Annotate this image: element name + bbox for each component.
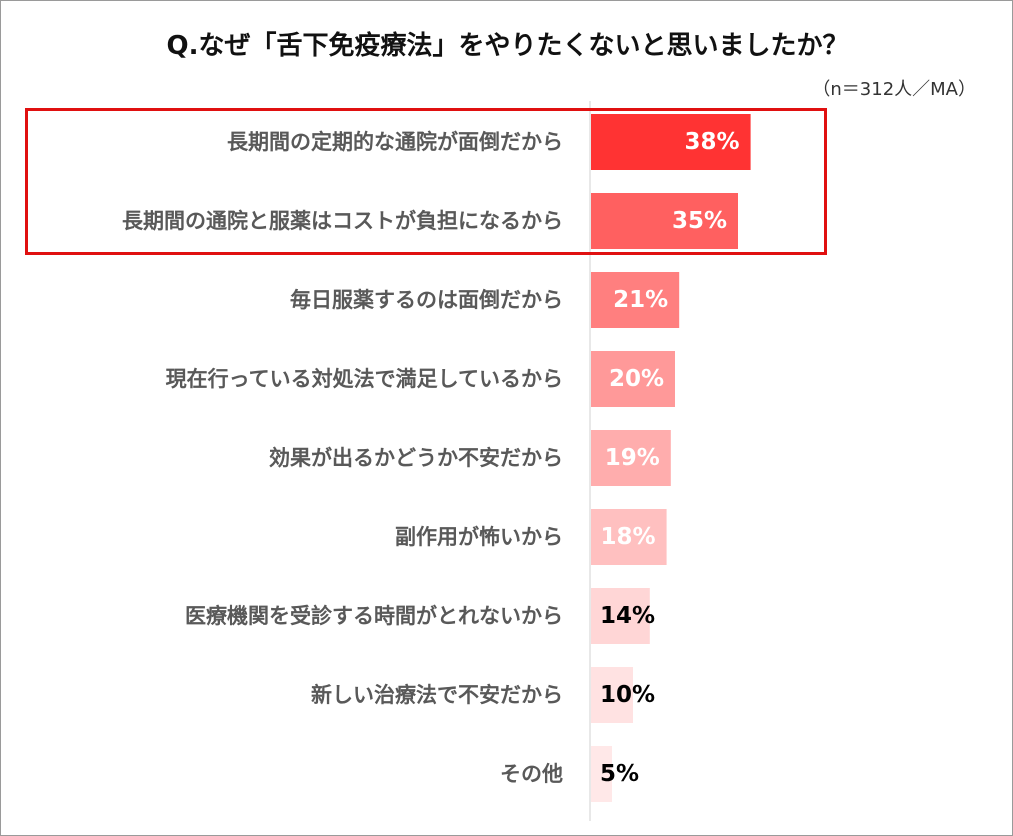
category-label: 医療機関を受診する時間がとれないから [185,604,563,628]
data-label: 35% [672,208,727,234]
sample-size-note: （n＝312人／MA） [812,79,976,100]
data-label: 14% [600,603,655,629]
bar [591,430,671,486]
bar [591,588,650,644]
bar [591,272,680,328]
data-label: 18% [601,524,656,550]
bar [591,193,738,249]
data-label: 19% [605,445,660,471]
category-label: 効果が出るかどうか不安だから [269,446,563,470]
category-label: 長期間の定期的な通院が面倒だから [227,130,563,154]
bar [591,351,675,407]
bar [591,114,751,170]
bar [591,667,633,723]
category-label: 現在行っている対処法で満足しているから [166,367,563,391]
data-label: 38% [685,129,740,155]
bar [591,746,612,802]
data-label: 5% [600,761,639,787]
category-label: 新しい治療法で不安だから [311,683,563,707]
category-label: 毎日服薬するのは面倒だから [290,288,563,312]
data-label: 21% [613,287,668,313]
category-label: その他 [500,762,563,786]
bar [591,509,667,565]
category-label: 長期間の通院と服薬はコストが負担になるから [122,209,563,233]
data-label: 20% [609,366,664,392]
highlight-box [25,108,827,255]
category-label: 副作用が怖いから [395,525,563,549]
chart-title: Q.なぜ「舌下免疫療法」をやりたくないと思いましたか？ [166,31,849,61]
data-label: 10% [600,682,655,708]
